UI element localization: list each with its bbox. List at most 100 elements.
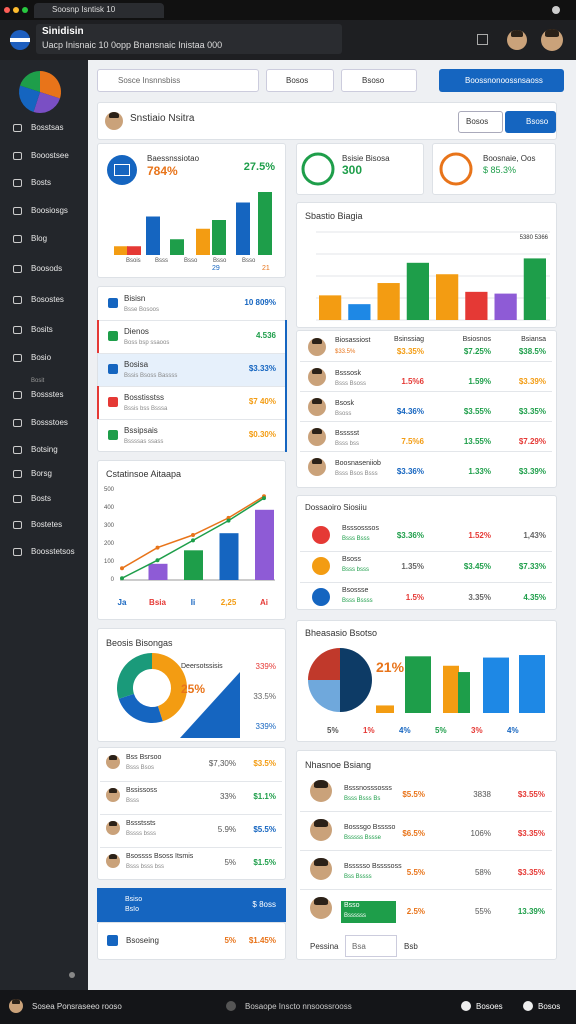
bar: [376, 705, 394, 713]
cell: 1.5%: [405, 593, 424, 602]
stat-label: Boosnaie, Oos: [483, 154, 536, 163]
triangle: [180, 672, 240, 738]
graphic: [439, 152, 473, 186]
tab[interactable]: [34, 3, 164, 18]
row-subtitle: Bsss Bssss: [342, 598, 373, 604]
menu-icon: [13, 296, 22, 304]
x-label: Ai: [260, 598, 268, 607]
icon-button[interactable]: [477, 34, 488, 45]
point: [120, 566, 124, 571]
search-input[interactable]: [97, 69, 259, 92]
cell: 106%: [470, 829, 491, 838]
cell: $1.45%: [248, 936, 276, 945]
banner-title: Bsiso: [125, 896, 143, 903]
x-label: 2,25: [220, 598, 237, 607]
avatar-hair: [108, 112, 120, 119]
search-placeholder: Sosce Insnnsbiss: [118, 76, 181, 85]
donut-label: Deersotssisis: [181, 663, 223, 670]
divider: [98, 353, 285, 354]
card: [296, 495, 557, 610]
graphic: [376, 655, 545, 713]
menu-icon: [13, 470, 22, 478]
cell: 1,43%: [523, 531, 546, 540]
side-value: 339%: [255, 662, 276, 671]
column-header: Bsiosnos: [462, 336, 491, 343]
cell: $7.33%: [518, 562, 546, 571]
bar: [443, 665, 459, 713]
avatar-hair: [314, 858, 328, 866]
divider: [300, 551, 552, 552]
cell: $1.5%: [253, 858, 276, 867]
cell: $3.36%: [396, 467, 424, 476]
segment: [308, 680, 340, 712]
row-icon: [108, 298, 118, 308]
bar: [146, 216, 160, 255]
cell: $3.55%: [463, 407, 491, 416]
menu-icon: [13, 152, 22, 160]
cell: 58%: [474, 868, 491, 877]
row-title: Bssissoss: [126, 787, 158, 794]
button-label: Boossnonoossnsaoss: [465, 76, 543, 85]
cell: $1.1%: [253, 792, 276, 801]
button-label: Bsoso: [526, 117, 549, 126]
row-title: Dienos: [124, 327, 149, 336]
bar: [405, 656, 431, 713]
x-label: Bsss: [155, 258, 169, 264]
cell: $5.5%: [402, 790, 425, 799]
filter-dropdown[interactable]: [266, 69, 334, 92]
card-title: Cstatinsoe Aitaapa: [106, 469, 182, 479]
bar: [319, 295, 342, 320]
cell: 5%: [224, 858, 236, 867]
point: [262, 496, 266, 501]
bar: [523, 258, 546, 320]
ring: [439, 152, 473, 186]
row-subtitle: Bsss Bsos: [126, 765, 155, 771]
cell: 1.33%: [468, 467, 491, 476]
row-title: Bsosk: [335, 400, 355, 407]
big-value: 21%: [376, 659, 405, 675]
cell: $3.35%: [396, 347, 424, 356]
avatar-hair: [314, 897, 328, 905]
cell: $3.35%: [518, 407, 546, 416]
avatar-hair: [108, 821, 118, 826]
bar: [406, 262, 429, 320]
filter-dropdown[interactable]: [341, 69, 417, 92]
cell: $3.5%: [253, 759, 276, 768]
row-icon: [108, 397, 118, 407]
menu-icon: [13, 521, 22, 529]
cell: 3.35%: [468, 593, 491, 602]
button-label: Bosos: [466, 117, 489, 126]
divider: [300, 889, 552, 890]
primary-button[interactable]: [439, 69, 564, 92]
cell: 1.59%: [468, 377, 491, 386]
menu-item: Bosts: [31, 494, 52, 503]
cell: $3.35%: [517, 868, 545, 877]
cell: 33%: [219, 792, 236, 801]
row-subtitle: Bsss Bsoss: [335, 381, 367, 387]
secondary-button[interactable]: [458, 111, 503, 133]
bar: [255, 509, 274, 580]
page-input[interactable]: [345, 935, 397, 957]
cell: $3.36%: [396, 531, 424, 540]
row-icon: [107, 935, 118, 946]
bar: [212, 220, 226, 255]
segment: [19, 85, 40, 112]
cell: 2.5%: [406, 907, 425, 916]
segment: [20, 71, 40, 92]
row-accent: [97, 320, 99, 353]
primary-button[interactable]: [505, 111, 556, 133]
row-subtitle: Bsoss: [335, 411, 352, 417]
bar: [348, 304, 371, 320]
divider: [100, 781, 282, 782]
row-subtitle: Bsss Bsos Bsss: [335, 471, 378, 477]
y-tick-label: 300: [103, 523, 114, 529]
banner-subtitle: BsIo: [125, 906, 140, 913]
menu-caption: Bosit: [31, 378, 45, 384]
app-title: Sinidisin: [42, 26, 84, 37]
row-title: Bsoss: [342, 556, 362, 563]
x-label: 5%: [435, 726, 447, 735]
menu-item: Bosio: [31, 353, 52, 362]
menu-item: Bostetes: [31, 520, 63, 529]
bar: [483, 657, 509, 713]
